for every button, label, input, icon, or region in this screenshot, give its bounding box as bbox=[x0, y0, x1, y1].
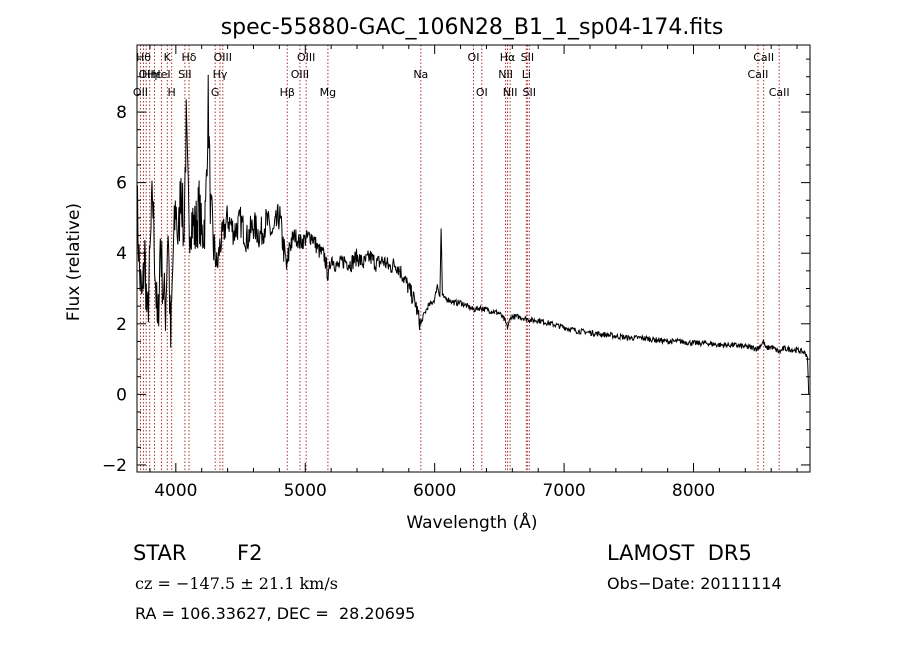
spectral-line-label: Hβ bbox=[280, 86, 295, 99]
y-tick-label: 4 bbox=[116, 244, 127, 264]
spectral-line-label: NII bbox=[498, 68, 513, 81]
y-axis-ticks: −2 0 2 4 6 8 bbox=[102, 58, 810, 476]
spectral-line-label: Na bbox=[413, 68, 428, 81]
spectral-line-label: OIII bbox=[291, 68, 309, 81]
spectral-line-label: Hθ bbox=[136, 51, 151, 64]
x-axis-label: Wavelength (Å) bbox=[406, 511, 537, 533]
spectral-line-label: OI bbox=[476, 86, 488, 99]
spectral-line-label: OIII bbox=[214, 51, 232, 64]
plot-frame bbox=[136, 44, 811, 473]
x-tick-label: 8000 bbox=[672, 481, 715, 501]
spectral-line-label: SII bbox=[521, 51, 534, 64]
spectral-line-label: OI bbox=[468, 51, 480, 64]
object-subclass: F2 bbox=[237, 541, 263, 565]
spectral-line-label: CaII bbox=[769, 86, 790, 99]
y-tick-label: 8 bbox=[116, 103, 127, 123]
x-tick-label: 6000 bbox=[413, 481, 456, 501]
spectral-line-label: OIII bbox=[297, 51, 315, 64]
coordinates: RA = 106.33627, DEC = 28.20695 bbox=[135, 604, 416, 623]
spectral-line-label: Li bbox=[522, 68, 531, 81]
object-class: STAR bbox=[133, 541, 187, 565]
spectral-line-label: Hα bbox=[500, 51, 516, 64]
spectral-line-label: Hδ bbox=[182, 51, 197, 64]
survey-name: LAMOST DR5 bbox=[607, 541, 752, 565]
y-tick-label: 2 bbox=[116, 315, 127, 335]
x-tick-label: 7000 bbox=[542, 481, 585, 501]
y-tick-label: 6 bbox=[116, 174, 127, 194]
spectral-line-label: CaII bbox=[748, 68, 769, 81]
observation-date: Obs−Date: 20111114 bbox=[607, 574, 782, 593]
x-tick-label: 5000 bbox=[284, 481, 327, 501]
spectral-line-label: CaII bbox=[753, 51, 774, 64]
spectral-line-label: SII bbox=[178, 68, 191, 81]
spectral-line-label: G bbox=[211, 86, 220, 99]
spectral-line-label: K bbox=[164, 51, 172, 64]
spectral-line-label: Mg bbox=[320, 86, 336, 99]
spectral-line-label: Hε bbox=[147, 68, 161, 81]
spectral-line-label: H bbox=[168, 86, 176, 99]
spectral-line-label: NII bbox=[503, 86, 518, 99]
spectral-lines bbox=[139, 45, 780, 472]
spectral-line-label: HeI bbox=[152, 68, 170, 81]
spectral-line-label: Hη bbox=[142, 68, 157, 81]
y-tick-label: −2 bbox=[102, 456, 127, 476]
x-tick-label: 4000 bbox=[154, 481, 197, 501]
chart-title: spec-55880-GAC_106N28_B1_1_sp04-174.fits bbox=[221, 15, 724, 40]
spectral-line-labels: OIIHθOIIHηHεHeIKHSIIHδGHγOIIIHβOIIIOIIIM… bbox=[133, 51, 790, 99]
y-tick-label: 0 bbox=[116, 385, 127, 405]
spectral-line-label: OII bbox=[139, 68, 154, 81]
spectral-line-label: OII bbox=[133, 86, 148, 99]
spectrum-line bbox=[136, 74, 810, 395]
spectral-line-label: SII bbox=[523, 86, 536, 99]
spectral-line-label: Hγ bbox=[213, 68, 228, 81]
redshift-readout: cz = −147.5 ± 21.1 km/s bbox=[135, 574, 338, 593]
y-axis-label: Flux (relative) bbox=[64, 203, 84, 321]
x-axis-ticks: 4000 5000 6000 7000 8000 bbox=[149, 45, 798, 501]
